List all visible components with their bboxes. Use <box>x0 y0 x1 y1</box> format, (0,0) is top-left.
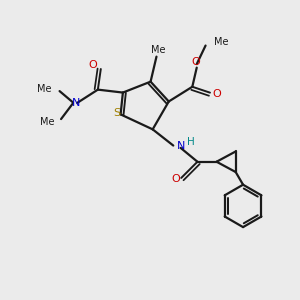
Text: N: N <box>72 98 80 109</box>
Text: O: O <box>212 89 221 99</box>
Text: N: N <box>177 141 185 151</box>
Text: Me: Me <box>151 45 165 55</box>
Text: Me: Me <box>37 84 51 94</box>
Text: O: O <box>172 174 180 184</box>
Text: S: S <box>113 108 121 118</box>
Text: H: H <box>187 137 194 147</box>
Text: Me: Me <box>214 37 228 47</box>
Text: O: O <box>191 57 200 67</box>
Text: Me: Me <box>40 117 55 127</box>
Text: O: O <box>88 61 97 70</box>
